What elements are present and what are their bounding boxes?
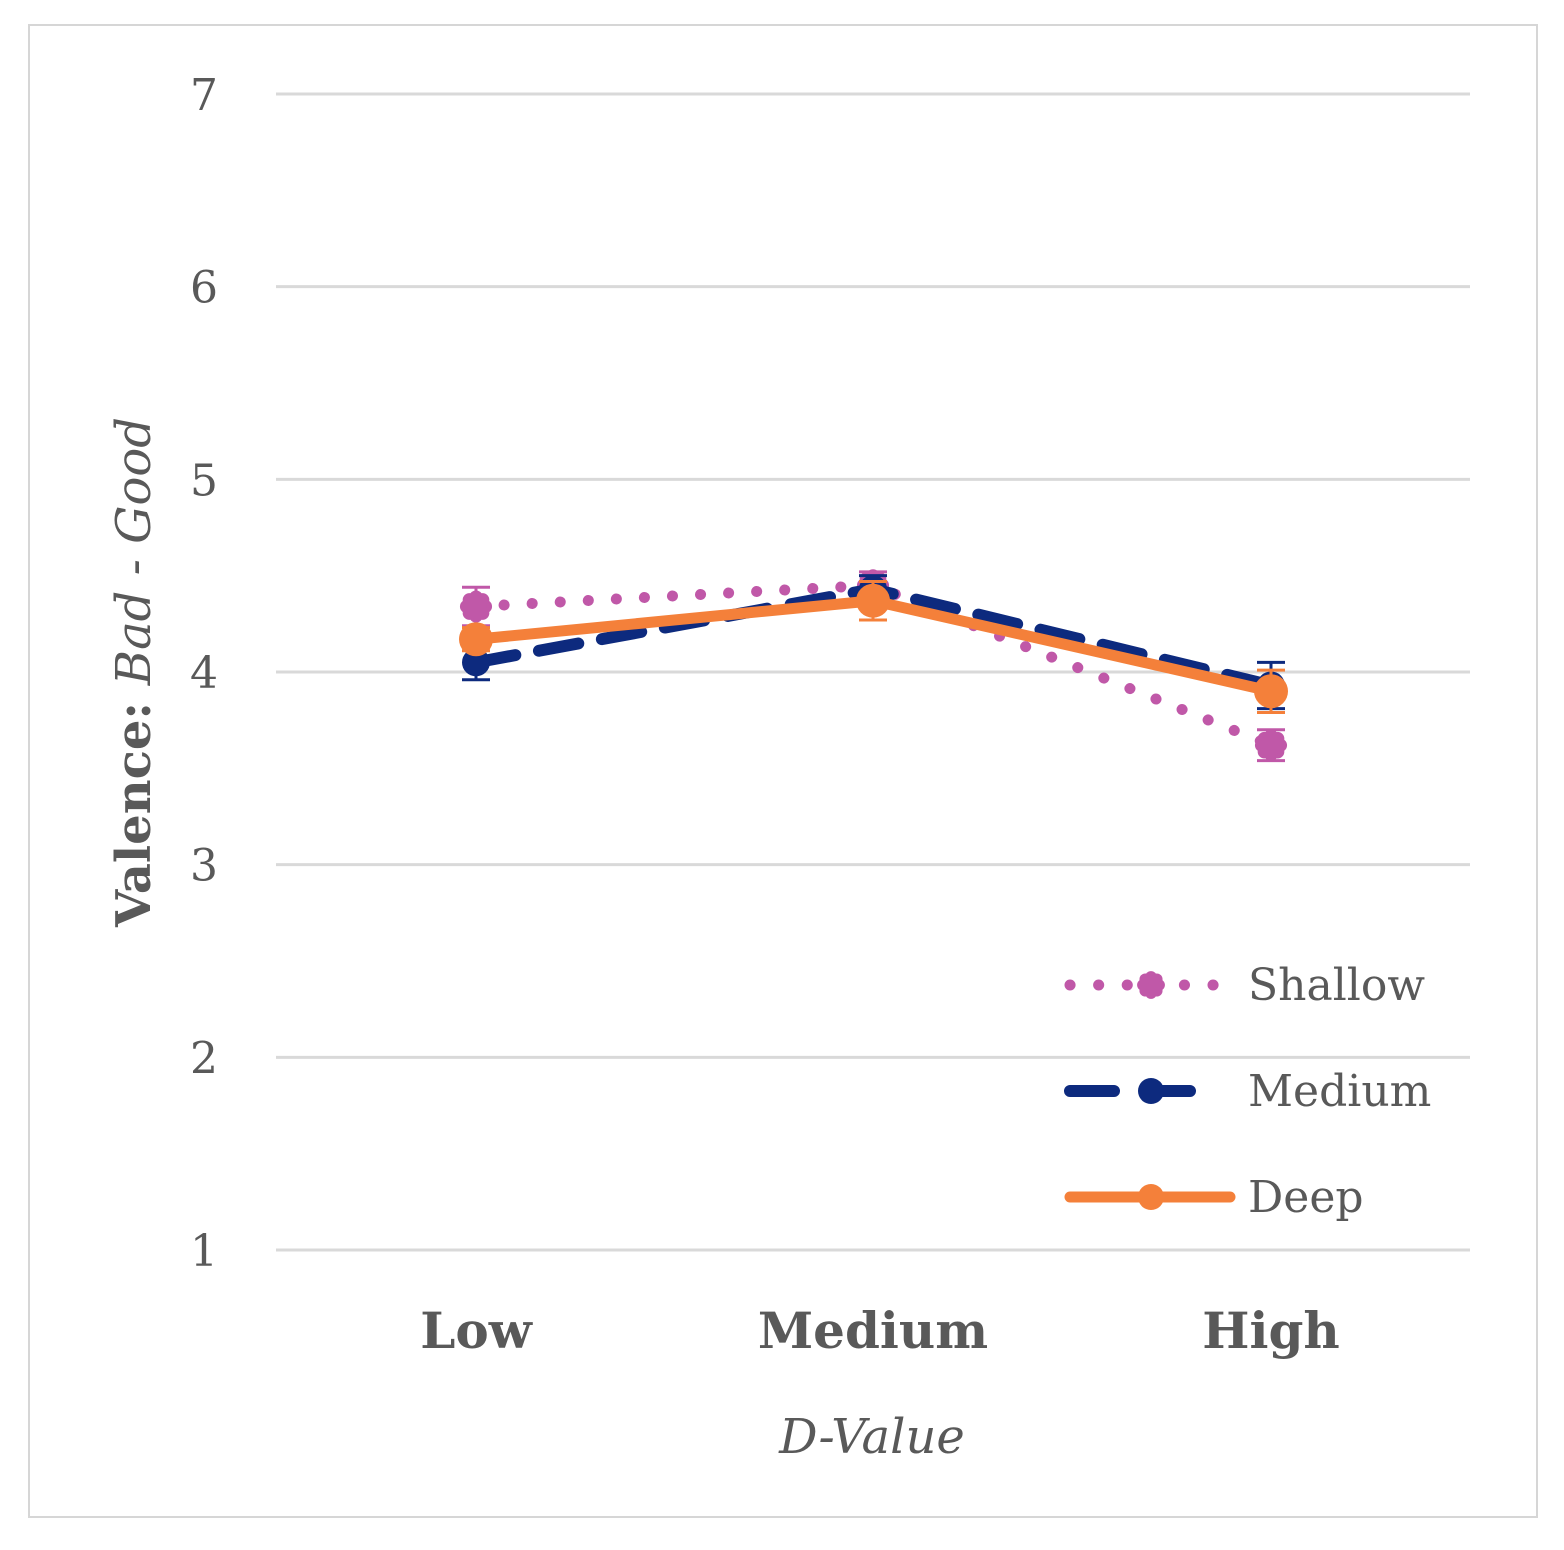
data-point <box>462 648 490 677</box>
y-axis-title-prefix: Valence: <box>106 685 162 928</box>
legend: Shallow Medium Deep <box>1064 960 1431 1223</box>
y-tick-label: 3 <box>190 841 218 892</box>
y-tick-label: 1 <box>190 1226 218 1277</box>
y-axis-title-range: Bad - Good <box>106 417 162 686</box>
y-tick-label: 7 <box>190 70 218 121</box>
gridlines <box>276 92 1470 1252</box>
legend-label: Medium <box>1248 1066 1431 1117</box>
legend-marker <box>1138 1184 1164 1210</box>
data-point <box>459 622 493 657</box>
y-tick-label: 4 <box>190 648 218 699</box>
x-tick-labels: Low Medium High <box>420 1301 1340 1360</box>
legend-marker <box>1138 1078 1164 1104</box>
x-tick-label: Low <box>420 1301 534 1360</box>
y-tick-label: 2 <box>190 1033 218 1084</box>
legend-label: Deep <box>1248 1172 1364 1223</box>
data-point <box>459 590 493 623</box>
x-tick-label: Medium <box>758 1301 988 1360</box>
legend-item-shallow: Shallow <box>1064 960 1425 1011</box>
y-tick-labels: 1 2 3 4 5 6 7 <box>190 70 218 1277</box>
series-lines <box>459 569 1288 763</box>
legend-item-medium: Medium <box>1064 1066 1431 1117</box>
y-axis-title: Valence: Bad - Good <box>106 417 162 928</box>
data-point <box>856 583 890 618</box>
data-point <box>1254 729 1288 762</box>
series-deep <box>459 579 1288 714</box>
legend-item-deep: Deep <box>1064 1172 1364 1223</box>
data-point <box>1254 674 1288 709</box>
chart-frame <box>28 24 1538 1518</box>
legend-label: Shallow <box>1248 960 1425 1011</box>
legend-marker <box>1137 971 1165 999</box>
x-axis-title: D-Value <box>778 1409 965 1465</box>
y-tick-label: 6 <box>190 263 218 314</box>
y-tick-label: 5 <box>190 455 218 506</box>
x-tick-label: High <box>1202 1301 1340 1360</box>
